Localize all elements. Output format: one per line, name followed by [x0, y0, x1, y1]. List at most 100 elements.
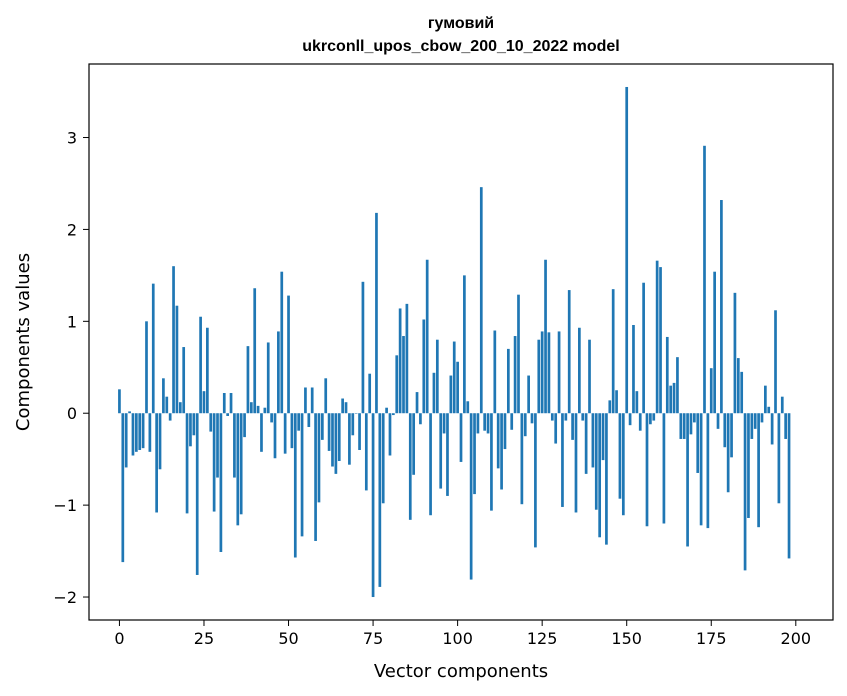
bar-component-167 — [682, 413, 686, 439]
bar-component-9 — [148, 413, 152, 452]
bar-component-34 — [233, 413, 236, 478]
bar-component-102 — [463, 275, 466, 414]
bar-component-77 — [378, 413, 382, 587]
bar-component-175 — [709, 368, 713, 414]
bar-component-190 — [760, 413, 764, 423]
bar-component-156 — [645, 413, 649, 527]
bar-component-91 — [425, 259, 429, 414]
bar-component-143 — [601, 413, 605, 461]
bar-component-8 — [145, 321, 148, 414]
y-tick-label: 2 — [67, 220, 77, 239]
bar-component-168 — [686, 413, 689, 547]
bar-component-99 — [452, 341, 456, 414]
bar-component-120 — [523, 413, 527, 437]
bar-component-23 — [195, 413, 199, 575]
bar-component-67 — [344, 402, 348, 414]
bar-component-33 — [229, 393, 233, 414]
bar-component-44 — [266, 342, 270, 414]
bar-component-2 — [124, 413, 128, 468]
bar-component-114 — [503, 413, 507, 450]
bar-component-178 — [720, 200, 723, 414]
x-tick-label: 150 — [611, 629, 642, 648]
x-tick-label: 100 — [442, 629, 473, 648]
bar-component-155 — [642, 282, 645, 414]
bar-component-122 — [530, 413, 534, 424]
bar-component-112 — [496, 413, 500, 469]
bar-component-29 — [216, 413, 219, 478]
bar-component-68 — [348, 413, 351, 465]
x-tick-label: 125 — [527, 629, 558, 648]
bar-component-108 — [483, 413, 487, 431]
bar-component-10 — [151, 283, 155, 414]
bar-component-148 — [618, 413, 622, 499]
y-tick-label: 1 — [67, 312, 77, 331]
bar-component-72 — [361, 281, 365, 414]
bar-component-188 — [753, 413, 757, 429]
bar-component-116 — [510, 413, 514, 430]
bar-component-53 — [297, 413, 301, 431]
bar-component-90 — [422, 319, 426, 414]
bar-component-80 — [388, 413, 392, 456]
bar-component-19 — [182, 347, 186, 414]
bar-component-136 — [578, 327, 581, 414]
bar-component-134 — [571, 413, 574, 440]
bar-component-96 — [442, 413, 446, 434]
bar-component-173 — [703, 145, 706, 414]
bar-component-89 — [419, 413, 422, 425]
bar-component-106 — [476, 413, 480, 434]
bar-component-127 — [547, 332, 551, 414]
bar-component-27 — [209, 413, 213, 432]
bar-component-47 — [277, 331, 280, 414]
bar-component-64 — [334, 413, 338, 474]
bar-component-131 — [561, 413, 564, 507]
bars-group — [118, 86, 791, 598]
bar-component-46 — [273, 413, 277, 459]
bar-component-93 — [432, 372, 436, 414]
bar-component-17 — [175, 305, 179, 414]
bar-component-22 — [192, 413, 196, 436]
chart-title-line-1: гумовий — [428, 15, 494, 32]
y-axis-ticks: −2 −1 0 1 2 3 — [53, 129, 89, 607]
bar-component-30 — [219, 413, 223, 552]
bar-component-69 — [351, 413, 355, 436]
bar-component-63 — [331, 413, 334, 467]
bar-component-83 — [398, 308, 402, 414]
plot-frame — [88, 63, 834, 621]
bar-component-79 — [385, 407, 388, 414]
bar-component-176 — [713, 271, 716, 414]
bar-component-194 — [774, 310, 777, 414]
bar-component-132 — [564, 413, 568, 421]
bar-component-78 — [381, 413, 385, 504]
bar-component-161 — [662, 413, 666, 524]
bar-component-49 — [283, 413, 287, 454]
bar-component-3 — [128, 411, 131, 414]
bar-component-125 — [540, 331, 544, 414]
bar-component-95 — [439, 413, 443, 489]
bar-component-45 — [270, 413, 273, 423]
bar-component-13 — [162, 378, 165, 414]
bar-component-109 — [486, 413, 490, 434]
bar-component-128 — [550, 413, 554, 421]
bar-component-164 — [672, 382, 676, 414]
bar-component-50 — [287, 295, 290, 414]
bar-component-174 — [706, 413, 710, 529]
bar-component-38 — [246, 346, 250, 414]
bar-component-111 — [493, 330, 497, 414]
bar-component-162 — [665, 336, 669, 414]
bar-component-172 — [699, 413, 703, 526]
bar-component-15 — [168, 413, 172, 421]
bar-component-195 — [777, 413, 781, 504]
bar-component-177 — [716, 413, 720, 429]
bar-component-171 — [696, 413, 700, 473]
bar-component-145 — [608, 400, 612, 414]
bar-component-98 — [449, 375, 453, 414]
bar-component-165 — [676, 357, 679, 414]
y-axis-label: Components values — [13, 253, 34, 431]
bar-component-169 — [689, 413, 693, 435]
bar-component-103 — [466, 401, 470, 414]
bar-component-186 — [747, 413, 750, 518]
bar-component-76 — [375, 212, 378, 414]
bar-component-185 — [743, 413, 747, 571]
bar-component-65 — [337, 413, 341, 462]
bar-component-56 — [307, 413, 311, 428]
